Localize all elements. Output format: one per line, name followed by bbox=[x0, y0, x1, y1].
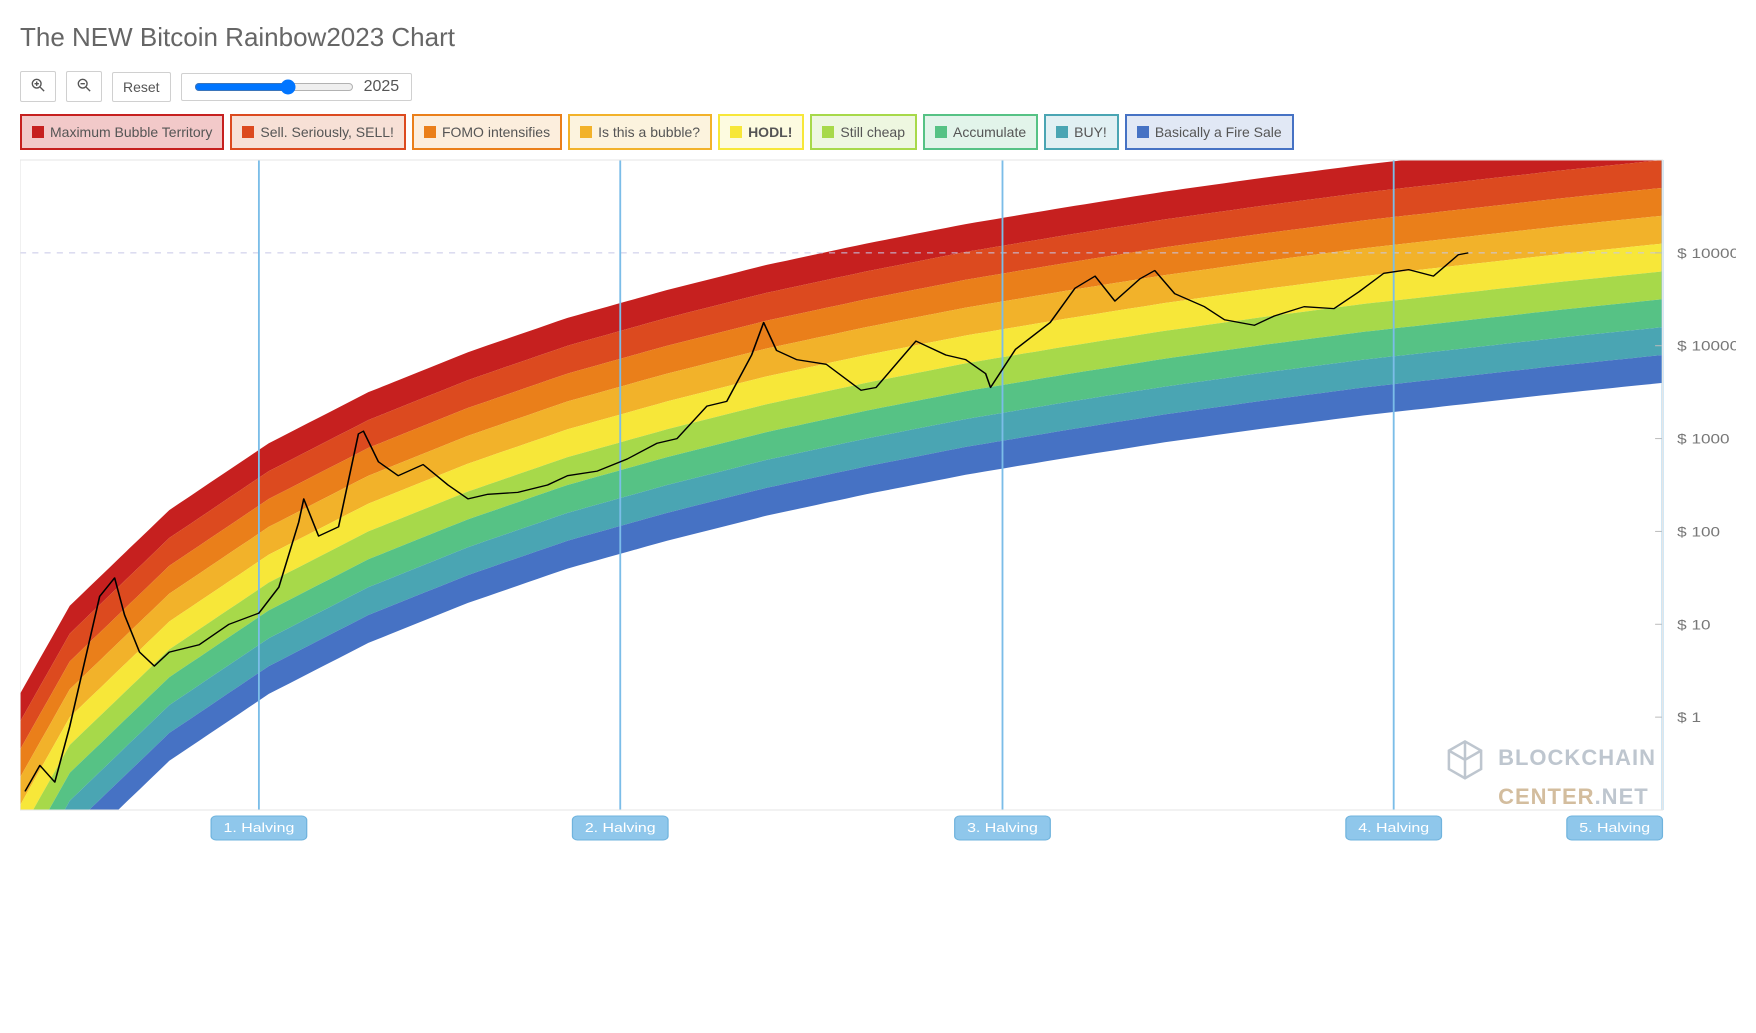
chart-area: $ 1 $ 10 $ 100 $ 1000 $ 10000 $ 100000 1. Halv… bbox=[20, 150, 1736, 870]
legend-label: Accumulate bbox=[953, 124, 1026, 140]
legend-label: BUY! bbox=[1074, 124, 1107, 140]
watermark-cube-icon bbox=[1442, 738, 1488, 784]
legend-item-1[interactable]: Sell. Seriously, SELL! bbox=[230, 114, 406, 150]
year-slider-label: 2025 bbox=[364, 78, 400, 96]
legend-label: Still cheap bbox=[840, 124, 905, 140]
legend-swatch bbox=[1056, 126, 1068, 138]
year-slider-wrap: 2025 bbox=[181, 73, 413, 101]
legend-swatch bbox=[822, 126, 834, 138]
legend-item-8[interactable]: Basically a Fire Sale bbox=[1125, 114, 1294, 150]
legend-item-2[interactable]: FOMO intensifies bbox=[412, 114, 562, 150]
svg-text:5. Halving: 5. Halving bbox=[1579, 821, 1650, 835]
zoom-in-button[interactable] bbox=[20, 71, 56, 102]
svg-text:$ 10: $ 10 bbox=[1677, 618, 1711, 633]
svg-text:3. Halving: 3. Halving bbox=[967, 821, 1038, 835]
legend-swatch bbox=[1137, 126, 1149, 138]
legend-swatch bbox=[242, 126, 254, 138]
svg-text:$ 1: $ 1 bbox=[1677, 711, 1701, 726]
svg-text:$ 1000: $ 1000 bbox=[1677, 432, 1730, 447]
zoom-out-icon bbox=[77, 78, 91, 92]
svg-text:$ 100000: $ 100000 bbox=[1677, 246, 1736, 261]
svg-text:2. Halving: 2. Halving bbox=[585, 821, 656, 835]
svg-text:4. Halving: 4. Halving bbox=[1358, 821, 1429, 835]
watermark-line2a: CENTER bbox=[1498, 784, 1594, 809]
zoom-in-icon bbox=[31, 78, 45, 92]
legend-label: Is this a bubble? bbox=[598, 124, 700, 140]
svg-text:$ 100: $ 100 bbox=[1677, 525, 1720, 540]
legend: Maximum Bubble Territory Sell. Seriously,… bbox=[20, 114, 1736, 150]
watermark: BLOCKCHAIN CENTER.NET bbox=[1442, 738, 1656, 810]
watermark-line2b: .NET bbox=[1595, 784, 1649, 809]
year-slider[interactable] bbox=[194, 79, 354, 95]
legend-swatch bbox=[935, 126, 947, 138]
legend-swatch bbox=[730, 126, 742, 138]
legend-label: Basically a Fire Sale bbox=[1155, 124, 1282, 140]
legend-item-5[interactable]: Still cheap bbox=[810, 114, 917, 150]
legend-item-0[interactable]: Maximum Bubble Territory bbox=[20, 114, 224, 150]
legend-label: FOMO intensifies bbox=[442, 124, 550, 140]
watermark-line1: BLOCKCHAIN bbox=[1498, 745, 1656, 770]
legend-label: HODL! bbox=[748, 124, 792, 140]
chart-title: The NEW Bitcoin Rainbow2023 Chart bbox=[20, 22, 1736, 53]
legend-item-4[interactable]: HODL! bbox=[718, 114, 804, 150]
reset-button[interactable]: Reset bbox=[112, 72, 171, 102]
legend-label: Maximum Bubble Territory bbox=[50, 124, 212, 140]
legend-swatch bbox=[32, 126, 44, 138]
legend-item-6[interactable]: Accumulate bbox=[923, 114, 1038, 150]
legend-label: Sell. Seriously, SELL! bbox=[260, 124, 394, 140]
legend-swatch bbox=[424, 126, 436, 138]
svg-text:1. Halving: 1. Halving bbox=[223, 821, 294, 835]
svg-text:$ 10000: $ 10000 bbox=[1677, 339, 1736, 354]
legend-item-3[interactable]: Is this a bubble? bbox=[568, 114, 712, 150]
legend-swatch bbox=[580, 126, 592, 138]
legend-item-7[interactable]: BUY! bbox=[1044, 114, 1119, 150]
toolbar: Reset 2025 bbox=[20, 71, 1736, 102]
zoom-out-button[interactable] bbox=[66, 71, 102, 102]
